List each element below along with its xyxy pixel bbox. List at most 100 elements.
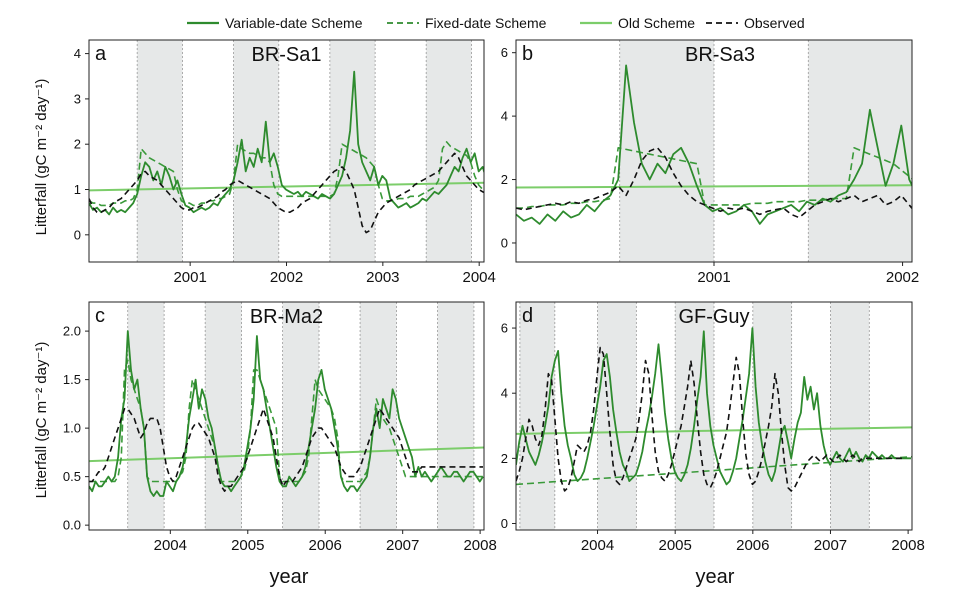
legend: Variable-date Scheme Fixed-date Scheme Old… (187, 15, 805, 31)
y-tick-label: 4 (501, 109, 508, 124)
shaded-band (519, 302, 555, 530)
series-lines (89, 330, 484, 497)
shaded-periods (127, 302, 475, 530)
y-tick-label: 4 (501, 386, 508, 401)
panel-frame (515, 301, 913, 531)
series-line-old (89, 181, 484, 192)
x-tick-label: 2002 (270, 269, 303, 286)
legend-item: Old Scheme (580, 15, 695, 31)
panel-title: BR-Sa1 (251, 44, 321, 66)
panel-b: 0 2 4 6 2001 2002 b BR-Sa3 (501, 39, 919, 286)
legend-label: Variable-date Scheme (225, 15, 363, 31)
y-tick-label: 2.0 (63, 324, 81, 339)
series-line-var (516, 327, 911, 486)
shaded-periods (519, 302, 870, 530)
x-tick-label: 2007 (386, 537, 419, 554)
x-tick-label: 2002 (886, 269, 919, 286)
shaded-band (830, 302, 870, 530)
series-line-old (516, 426, 912, 435)
series-line-var (516, 64, 912, 225)
x-tick-label: 2004 (462, 269, 495, 286)
shaded-periods (619, 40, 912, 262)
x-tick-label: 2001 (697, 269, 730, 286)
panel-title: BR-Sa3 (685, 44, 755, 66)
shaded-band (127, 302, 165, 530)
shaded-band (137, 40, 183, 262)
y-tick-label: 1.5 (63, 372, 81, 387)
series-line-obs (89, 152, 484, 234)
shaded-band (426, 40, 472, 262)
shaded-band (233, 40, 279, 262)
x-tick-label: 2006 (309, 537, 342, 554)
y-tick-label: 6 (501, 321, 508, 336)
x-tick-label: 2008 (891, 537, 924, 554)
y-tick-label: 6 (501, 45, 508, 60)
shaded-band (808, 40, 912, 262)
legend-item: Variable-date Scheme (187, 15, 363, 31)
x-tick-label: 2004 (154, 537, 187, 554)
series-lines (516, 327, 912, 492)
legend-label: Fixed-date Scheme (425, 15, 547, 31)
shaded-band (437, 302, 474, 530)
series-line-var (89, 330, 484, 497)
y-tick-label: 2 (501, 451, 508, 466)
legend-item: Fixed-date Scheme (387, 15, 547, 31)
panels: 0 1 2 3 4 2001 2002 2003 2004 a BR-Sa1 0 2 4 6 2001 2002… (63, 39, 925, 554)
x-tick-label: 2005 (658, 537, 691, 554)
shaded-band (597, 302, 637, 530)
panel-a: 0 1 2 3 4 2001 2002 2003 2004 a BR-Sa1 (74, 39, 496, 286)
panel-frame (88, 301, 485, 531)
x-tick-label: 2003 (366, 269, 399, 286)
y-tick-label: 1 (74, 182, 81, 197)
panel-title: BR-Ma2 (250, 306, 323, 328)
y-tick-label: 0 (501, 516, 508, 531)
y-axis-label: Litterfall (gC m⁻² day⁻¹) (33, 79, 50, 236)
x-tick-label: 2008 (463, 537, 496, 554)
shaded-band (329, 40, 376, 262)
series-line-old (516, 184, 912, 189)
series-line-obs (516, 346, 905, 492)
y-tick-label: 0.0 (63, 518, 81, 533)
x-axis-label-d: year (696, 566, 735, 588)
legend-item: Observed (706, 15, 805, 31)
y-tick-label: 2 (74, 137, 81, 152)
shaded-band (619, 40, 714, 262)
y-tick-label: 0 (501, 235, 508, 250)
y-tick-label: 4 (74, 46, 81, 61)
shaded-band (205, 302, 242, 530)
y-tick-label: 1.0 (63, 421, 81, 436)
panel-letter: b (522, 43, 533, 65)
series-line-fix (516, 147, 912, 209)
y-tick-label: 0.5 (63, 469, 81, 484)
y-tick-label: 2 (501, 172, 508, 187)
x-axis-label-c: year (270, 566, 309, 588)
y-tick-label: 0 (74, 227, 81, 242)
x-tick-label: 2006 (736, 537, 769, 554)
shaded-periods (136, 40, 472, 262)
x-tick-label: 2004 (581, 537, 614, 554)
x-tick-label: 2005 (231, 537, 264, 554)
series-line-obs (516, 147, 912, 219)
series-line-old (89, 446, 484, 463)
panel-letter: c (95, 305, 105, 327)
series-lines (516, 64, 912, 225)
series-lines (89, 70, 484, 234)
panel-letter: d (522, 305, 533, 327)
panel-title: GF-Guy (678, 306, 749, 328)
x-tick-label: 2001 (173, 269, 206, 286)
legend-label: Old Scheme (618, 15, 695, 31)
x-tick-label: 2007 (814, 537, 847, 554)
series-line-fix (89, 141, 484, 207)
series-line-obs (89, 407, 483, 493)
panel-letter: a (95, 43, 107, 65)
y-axis-label-bottom: Litterfall (gC m⁻² day⁻¹) (33, 342, 50, 499)
y-tick-label: 3 (74, 91, 81, 106)
legend-label: Observed (744, 15, 805, 31)
y-axis-label: Litterfall (gC m⁻² day⁻¹) (33, 342, 50, 499)
y-axis-label-top: Litterfall (gC m⁻² day⁻¹) (33, 79, 50, 236)
series-line-var (89, 70, 484, 216)
panel-c: 0.0 0.5 1.0 1.5 2.0 2004 2005 2006 2007 2008 c BR-M… (63, 301, 497, 554)
shaded-band (752, 302, 792, 530)
panel-d: 0 2 4 6 2004 2005 2006 2007 2008 d GF-Guy (501, 301, 925, 554)
